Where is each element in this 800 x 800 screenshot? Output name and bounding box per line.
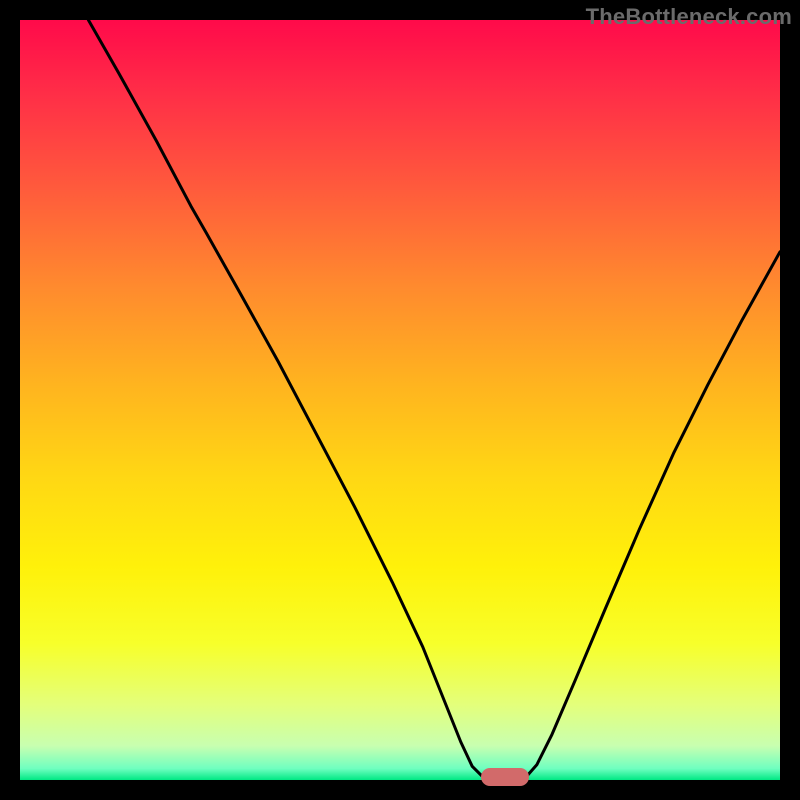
bottleneck-chart [0, 0, 800, 800]
gradient-background [20, 20, 780, 780]
optimum-marker [481, 768, 529, 786]
watermark-text: TheBottleneck.com [586, 4, 792, 30]
